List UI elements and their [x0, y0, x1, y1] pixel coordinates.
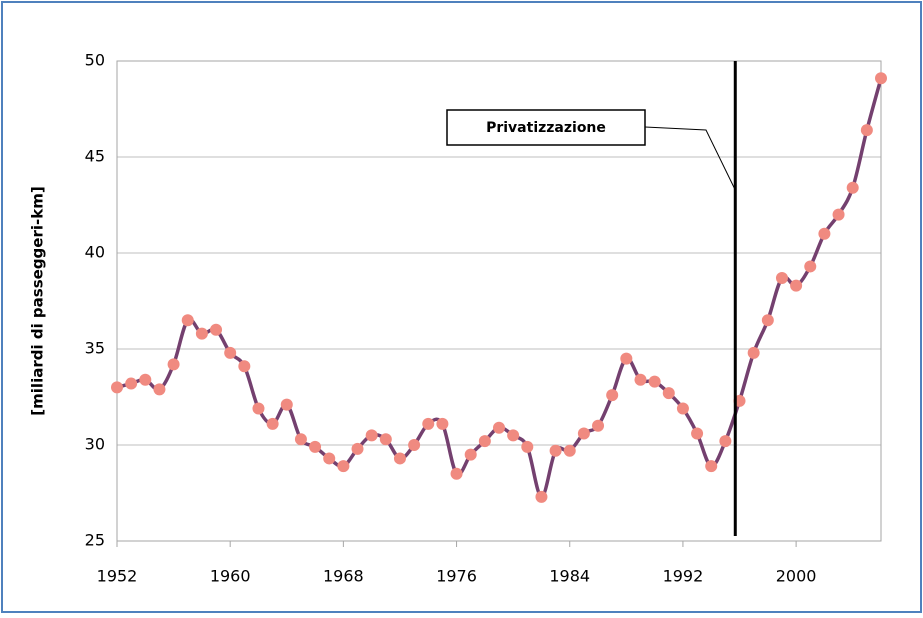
marker: [224, 346, 237, 359]
marker: [549, 444, 562, 457]
marker: [422, 417, 435, 430]
marker: [153, 383, 166, 396]
x-tick-label: 1984: [549, 567, 590, 586]
marker: [351, 442, 364, 455]
marker: [238, 360, 251, 373]
marker: [167, 358, 180, 371]
marker: [252, 402, 265, 415]
marker: [408, 439, 421, 451]
annotation-connector: [644, 126, 736, 191]
y-tick-label: 35: [85, 339, 105, 358]
marker: [450, 467, 463, 480]
marker: [634, 373, 647, 386]
marker: [309, 440, 322, 453]
annotation-text: Privatizzazione: [486, 120, 606, 136]
marker: [111, 381, 123, 394]
marker: [804, 260, 817, 273]
marker: [195, 327, 208, 340]
marker: [563, 444, 576, 457]
marker: [775, 271, 788, 284]
marker: [323, 452, 336, 465]
marker: [818, 227, 831, 240]
marker: [846, 181, 859, 194]
marker: [620, 352, 633, 365]
marker: [592, 419, 605, 432]
marker: [337, 460, 350, 473]
marker: [790, 279, 803, 292]
marker: [294, 433, 307, 446]
y-tick-label: 45: [85, 147, 105, 166]
marker: [535, 490, 548, 503]
plot-area: [116, 60, 882, 542]
marker: [577, 427, 590, 440]
x-tick-label: 1968: [323, 567, 364, 586]
marker: [832, 208, 845, 221]
y-tick-label: 30: [85, 435, 105, 454]
marker: [761, 314, 774, 327]
marker: [266, 417, 279, 430]
marker: [521, 440, 534, 453]
marker: [860, 124, 873, 137]
annotation-box: [446, 109, 646, 146]
marker: [606, 389, 619, 402]
marker: [379, 433, 392, 446]
marker: [478, 435, 491, 448]
marker: [691, 427, 704, 440]
marker: [464, 448, 477, 461]
x-tick-label: 1976: [436, 567, 477, 586]
marker: [507, 429, 520, 442]
marker: [365, 429, 378, 442]
marker: [210, 323, 223, 336]
marker: [676, 402, 689, 415]
marker: [280, 398, 293, 411]
marker: [436, 417, 449, 430]
marker: [139, 373, 152, 386]
y-tick-label: 50: [85, 51, 105, 70]
y-tick-label: 25: [85, 531, 105, 550]
marker: [393, 452, 406, 465]
marker: [662, 387, 675, 400]
marker: [125, 377, 138, 390]
x-tick-label: 1960: [210, 567, 251, 586]
x-tick-label: 1992: [663, 567, 704, 586]
y-axis-label: [miliardi di passeggeri-km]: [29, 186, 47, 415]
marker: [705, 460, 718, 473]
x-tick-label: 2000: [776, 567, 817, 586]
marker: [875, 72, 887, 85]
marker: [719, 435, 732, 448]
marker: [648, 375, 661, 388]
marker: [181, 314, 194, 327]
x-tick-label: 1952: [97, 567, 138, 586]
marker: [747, 346, 760, 359]
y-tick-label: 40: [85, 243, 105, 262]
marker: [493, 421, 505, 434]
